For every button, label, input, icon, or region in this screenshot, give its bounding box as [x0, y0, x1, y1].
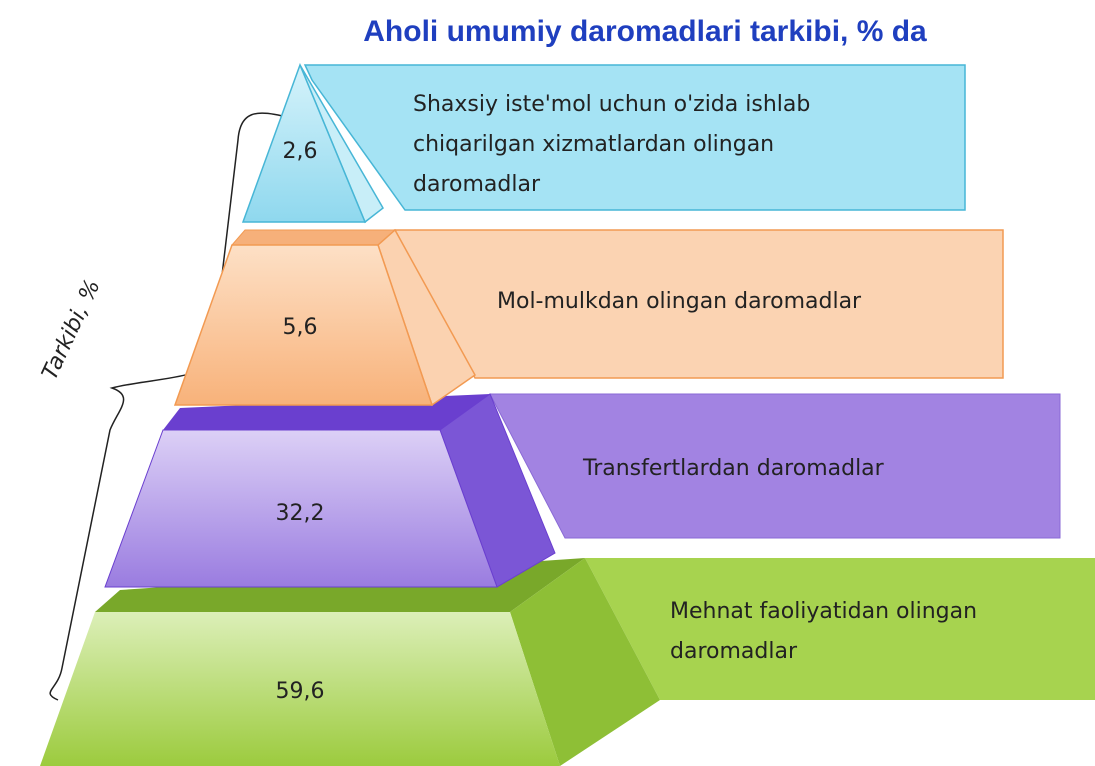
brace — [49, 112, 291, 701]
layer-label: Mol-mulkdan olingan daromadlar — [497, 289, 862, 314]
layer-top — [230, 229, 397, 246]
layer-label: chiqarilgan xizmatlardan olingan — [413, 132, 774, 157]
axis-label: Tarkibi, % — [38, 276, 106, 384]
layer-value: 32,2 — [276, 501, 325, 526]
layer-front — [40, 612, 560, 766]
layer-value: 5,6 — [283, 315, 318, 340]
layer-front — [241, 62, 367, 223]
layer-front — [173, 244, 434, 406]
layer-front — [104, 429, 498, 588]
layer-label: Transfertlardan daromadlar — [582, 456, 885, 481]
title: Aholi umumiy daromadlari tarkibi, % da — [363, 15, 927, 48]
layer-label: Shaxsiy iste'mol uchun o'zida ishlab — [413, 92, 810, 117]
layer-value: 59,6 — [276, 679, 325, 704]
callout-box — [585, 558, 1095, 700]
layer-label: daromadlar — [413, 172, 541, 197]
callout-box — [303, 64, 966, 211]
layer-label: daromadlar — [670, 639, 798, 664]
layer-label: Mehnat faoliyatidan olingan — [670, 599, 977, 624]
layer-value: 2,6 — [283, 139, 318, 164]
layer-side — [510, 558, 660, 766]
callout-box — [489, 393, 1061, 539]
